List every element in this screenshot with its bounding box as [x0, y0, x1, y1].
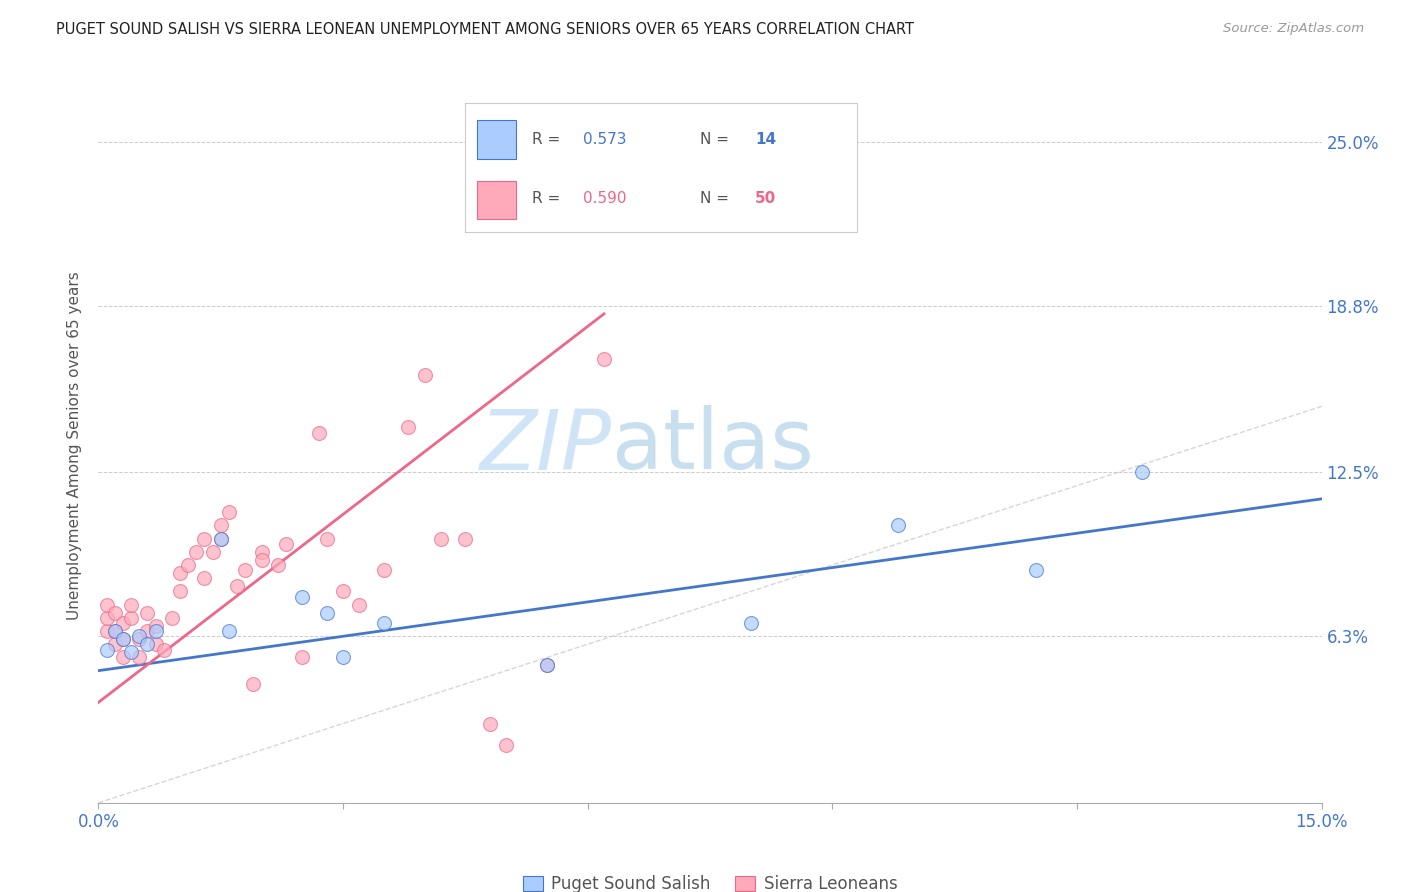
Point — [478, 716, 501, 731]
Point — [96, 624, 118, 638]
Point — [209, 518, 232, 533]
Point — [120, 598, 142, 612]
Point — [145, 618, 167, 632]
Point — [332, 584, 354, 599]
Point — [152, 642, 174, 657]
Point — [128, 632, 150, 646]
Text: ZIP: ZIP — [481, 406, 612, 486]
Point — [169, 566, 191, 580]
Point — [120, 645, 142, 659]
Point — [145, 624, 167, 638]
Point — [396, 420, 419, 434]
Point — [373, 563, 395, 577]
Point — [128, 629, 150, 643]
Point — [104, 606, 127, 620]
Point — [250, 545, 273, 559]
Point — [136, 637, 159, 651]
Point — [226, 579, 249, 593]
Point — [315, 532, 337, 546]
Point — [332, 650, 354, 665]
Text: Source: ZipAtlas.com: Source: ZipAtlas.com — [1223, 22, 1364, 36]
Point — [250, 552, 273, 566]
Text: atlas: atlas — [612, 406, 814, 486]
Point — [96, 642, 118, 657]
Point — [120, 611, 142, 625]
Point — [145, 637, 167, 651]
Point — [136, 606, 159, 620]
Legend: Puget Sound Salish, Sierra Leoneans: Puget Sound Salish, Sierra Leoneans — [516, 868, 904, 892]
Point — [186, 545, 208, 559]
Point — [274, 537, 297, 551]
Point — [111, 616, 134, 631]
Point — [104, 624, 127, 638]
Point — [218, 624, 240, 638]
Point — [242, 677, 264, 691]
Y-axis label: Unemployment Among Seniors over 65 years: Unemployment Among Seniors over 65 years — [67, 272, 83, 620]
Point — [308, 425, 330, 440]
Point — [193, 532, 215, 546]
Point — [495, 738, 517, 752]
Point — [430, 532, 453, 546]
Point — [536, 658, 558, 673]
Point — [136, 624, 159, 638]
Point — [291, 590, 314, 604]
Point — [201, 545, 224, 559]
Point — [193, 571, 215, 585]
Point — [209, 532, 232, 546]
Point — [413, 368, 436, 382]
Point — [96, 598, 118, 612]
Point — [160, 611, 183, 625]
Point — [267, 558, 290, 572]
Point — [1130, 466, 1153, 480]
Point — [373, 616, 395, 631]
Point — [128, 650, 150, 665]
Point — [104, 624, 127, 638]
Point — [349, 598, 371, 612]
Point — [218, 505, 240, 519]
Point — [886, 518, 908, 533]
Point — [169, 584, 191, 599]
Point — [177, 558, 200, 572]
Point — [315, 606, 337, 620]
Point — [96, 611, 118, 625]
Point — [536, 658, 558, 673]
Point — [1025, 563, 1047, 577]
Point — [209, 532, 232, 546]
Point — [454, 532, 477, 546]
Point — [111, 650, 134, 665]
Point — [111, 632, 134, 646]
Point — [291, 650, 314, 665]
Point — [740, 616, 762, 631]
Point — [593, 351, 616, 366]
Text: PUGET SOUND SALISH VS SIERRA LEONEAN UNEMPLOYMENT AMONG SENIORS OVER 65 YEARS CO: PUGET SOUND SALISH VS SIERRA LEONEAN UNE… — [56, 22, 914, 37]
Point — [233, 563, 256, 577]
Point — [111, 632, 134, 646]
Point — [104, 637, 127, 651]
